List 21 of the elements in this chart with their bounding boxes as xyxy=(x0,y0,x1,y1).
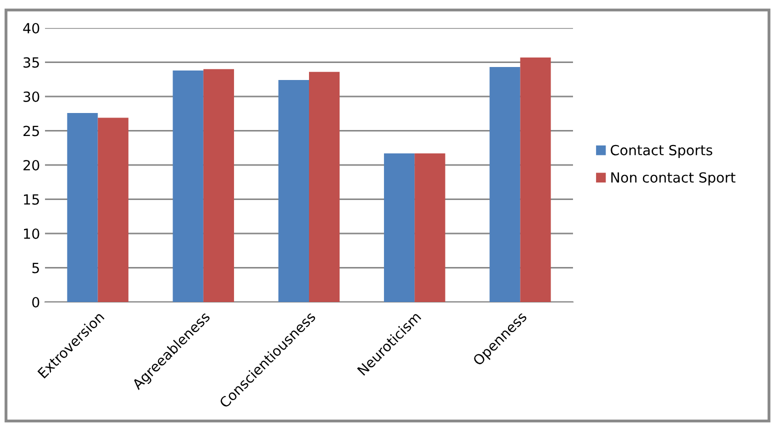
y-tick-label: 10 xyxy=(24,228,40,239)
bar xyxy=(67,112,98,302)
bar xyxy=(490,67,520,302)
y-tick-label: 40 xyxy=(23,22,40,34)
y-tick-label: 35 xyxy=(24,57,39,68)
bar xyxy=(172,70,204,302)
bar xyxy=(98,118,128,302)
y-tick-label: 15 xyxy=(24,194,39,205)
legend-label: Contact Sports xyxy=(610,144,712,158)
bar xyxy=(414,153,446,302)
bar xyxy=(203,69,234,302)
bar xyxy=(520,57,551,302)
y-tick-label: 5 xyxy=(32,262,39,274)
bar xyxy=(309,72,340,302)
y-tick-label: 25 xyxy=(23,126,39,136)
y-tick-label: 0 xyxy=(32,296,40,308)
legend-label: Non contact Sport xyxy=(611,172,736,186)
y-tick-label: 30 xyxy=(24,91,40,102)
bar xyxy=(278,80,309,302)
y-tick-label: 20 xyxy=(23,160,40,170)
bar xyxy=(384,153,415,302)
